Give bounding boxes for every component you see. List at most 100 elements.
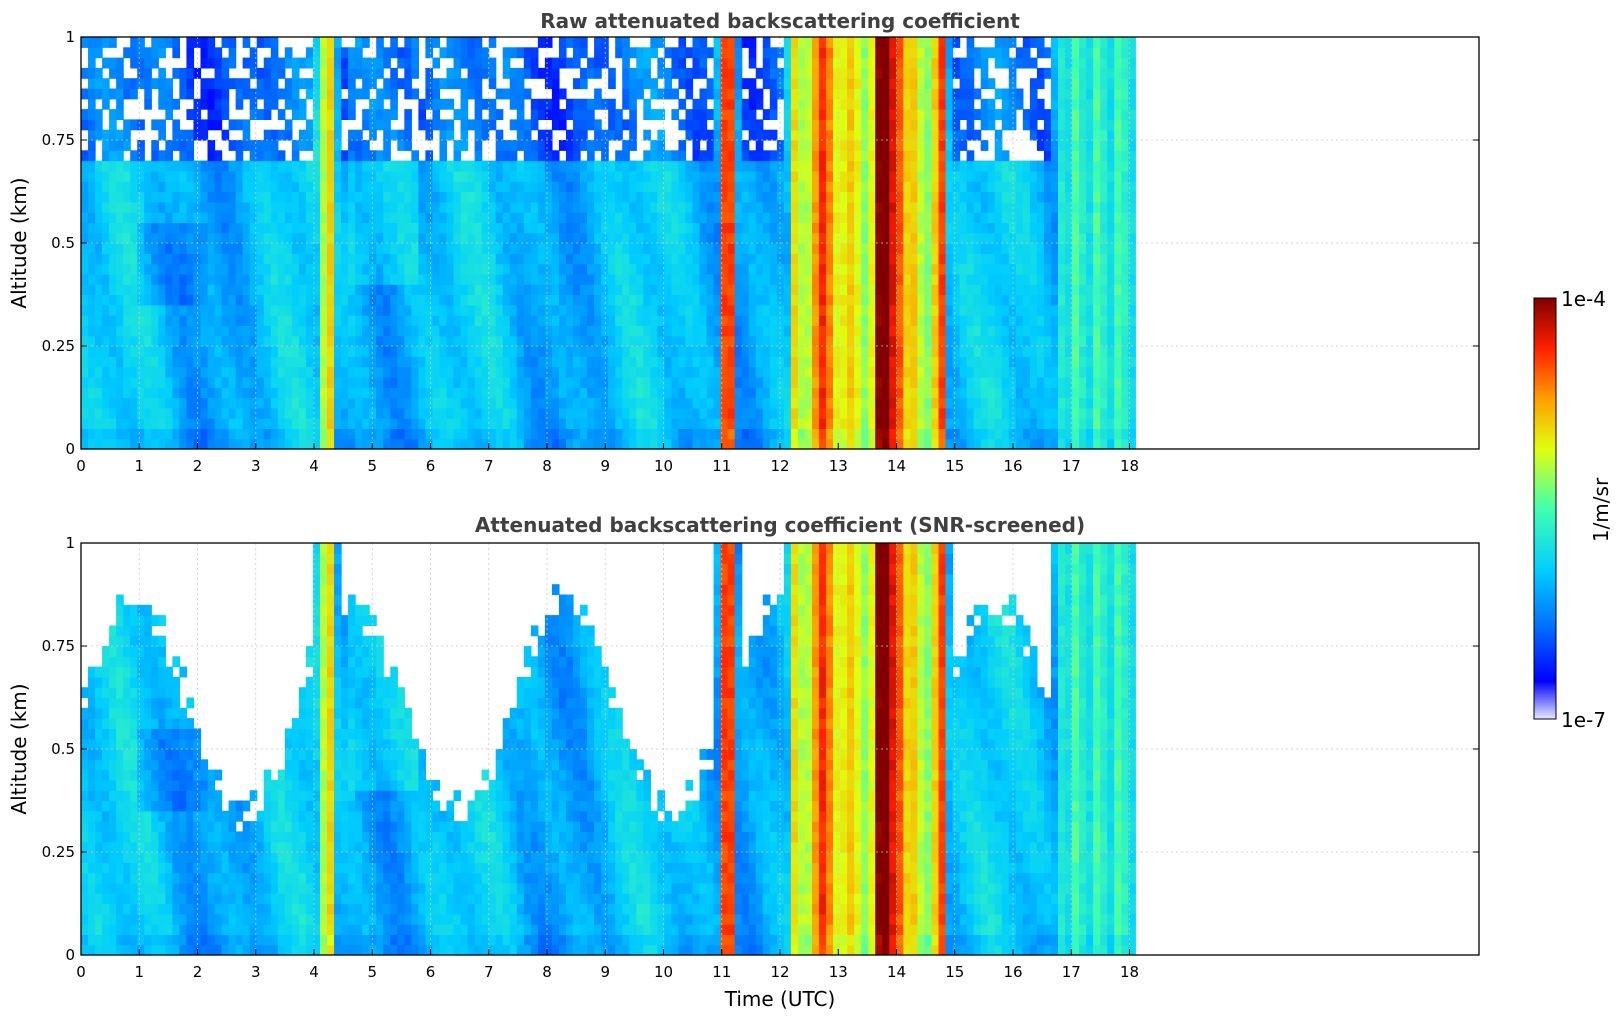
heatmap-cell bbox=[327, 366, 335, 378]
heatmap-cell bbox=[917, 304, 926, 316]
heatmap-cell bbox=[776, 263, 785, 275]
heatmap-cell bbox=[650, 160, 658, 172]
heatmap-cell bbox=[404, 315, 412, 326]
heatmap-cell bbox=[854, 129, 862, 141]
heatmap-cell bbox=[973, 129, 982, 141]
heatmap-cell bbox=[362, 119, 370, 131]
heatmap-cell bbox=[748, 170, 757, 182]
heatmap-cell bbox=[137, 325, 145, 337]
heatmap-cell bbox=[917, 88, 926, 100]
heatmap-cell bbox=[467, 315, 476, 326]
heatmap-cell bbox=[861, 222, 869, 234]
heatmap-cell bbox=[460, 407, 469, 419]
heatmap-cell bbox=[797, 212, 806, 223]
heatmap-cell bbox=[910, 428, 919, 440]
heatmap-cell bbox=[811, 304, 820, 316]
heatmap-cell bbox=[319, 150, 328, 162]
heatmap-cell bbox=[896, 119, 904, 131]
heatmap-cell bbox=[137, 253, 145, 265]
heatmap-cell bbox=[587, 346, 595, 357]
heatmap-cell bbox=[284, 98, 293, 110]
heatmap-cell bbox=[228, 253, 237, 265]
heatmap-cell bbox=[551, 232, 560, 244]
heatmap-cell bbox=[369, 243, 377, 254]
heatmap-cell bbox=[200, 232, 209, 244]
heatmap-cell bbox=[608, 304, 616, 316]
heatmap-cell bbox=[987, 263, 996, 275]
heatmap-cell bbox=[390, 222, 398, 234]
heatmap-cell bbox=[544, 418, 553, 429]
heatmap-cell bbox=[847, 160, 855, 172]
heatmap-cell bbox=[924, 67, 933, 79]
heatmap-cell bbox=[439, 119, 448, 131]
heatmap-cell bbox=[959, 304, 968, 316]
heatmap-cell bbox=[453, 67, 462, 79]
heatmap-cell bbox=[734, 438, 743, 449]
heatmap-cell bbox=[924, 150, 933, 162]
heatmap-cell bbox=[713, 78, 722, 90]
heatmap-cell bbox=[741, 37, 750, 48]
heatmap-cell bbox=[467, 397, 476, 409]
heatmap-cell bbox=[804, 346, 813, 357]
heatmap-cell bbox=[523, 438, 532, 449]
heatmap-cell bbox=[172, 191, 181, 203]
heatmap-cell bbox=[783, 304, 792, 316]
heatmap-cell bbox=[481, 366, 490, 378]
heatmap-cell bbox=[657, 201, 665, 213]
heatmap-cell bbox=[987, 315, 996, 326]
heatmap-cell bbox=[214, 294, 223, 306]
heatmap-cell bbox=[671, 222, 680, 234]
heatmap-cell bbox=[151, 170, 159, 182]
heatmap-cell bbox=[460, 366, 469, 378]
heatmap-cell bbox=[81, 273, 89, 285]
heatmap-cell bbox=[312, 366, 321, 378]
heatmap-cell bbox=[383, 109, 391, 120]
heatmap-cell bbox=[903, 346, 912, 357]
heatmap-cell bbox=[952, 109, 961, 120]
heatmap-cell bbox=[594, 356, 602, 368]
heatmap-cell bbox=[523, 119, 532, 131]
heatmap-cell bbox=[987, 222, 996, 234]
heatmap-cell bbox=[945, 376, 954, 388]
heatmap-cell bbox=[573, 304, 581, 316]
heatmap-cell bbox=[903, 191, 912, 203]
heatmap-cell bbox=[643, 181, 651, 193]
heatmap-cell bbox=[650, 418, 658, 429]
heatmap-cell bbox=[706, 356, 715, 368]
heatmap-cell bbox=[102, 335, 110, 347]
heatmap-cell bbox=[580, 222, 588, 234]
heatmap-cell bbox=[938, 232, 947, 244]
heatmap-cell bbox=[966, 160, 975, 172]
heatmap-cell bbox=[270, 181, 279, 193]
heatmap-cell bbox=[537, 294, 546, 306]
heatmap-cell bbox=[81, 232, 89, 244]
heatmap-cell bbox=[425, 150, 434, 162]
heatmap-cell bbox=[102, 57, 110, 69]
heatmap-cell bbox=[565, 212, 574, 223]
heatmap-cell bbox=[1022, 160, 1031, 172]
heatmap-cell bbox=[425, 346, 434, 357]
heatmap-cell bbox=[263, 294, 272, 306]
heatmap-cell bbox=[467, 37, 476, 48]
heatmap-cell bbox=[889, 294, 897, 306]
heatmap-cell bbox=[509, 201, 518, 213]
heatmap-cell bbox=[734, 356, 743, 368]
heatmap-cell bbox=[706, 181, 715, 193]
heatmap-cell bbox=[249, 109, 258, 120]
heatmap-cell bbox=[102, 315, 110, 326]
heatmap-cell bbox=[334, 57, 342, 69]
heatmap-cell bbox=[741, 428, 750, 440]
heatmap-cell bbox=[88, 387, 96, 399]
heatmap-cell bbox=[889, 232, 897, 244]
heatmap-cell bbox=[931, 253, 940, 265]
heatmap-cell bbox=[228, 315, 237, 326]
heatmap-cell bbox=[1008, 109, 1017, 120]
heatmap-cell bbox=[840, 109, 848, 120]
heatmap-cell bbox=[734, 366, 743, 378]
heatmap-cell bbox=[558, 315, 567, 326]
heatmap-cell bbox=[917, 335, 926, 347]
heatmap-cell bbox=[608, 253, 616, 265]
heatmap-cell bbox=[530, 294, 539, 306]
heatmap-cell bbox=[875, 119, 883, 131]
heatmap-cell bbox=[790, 387, 799, 399]
